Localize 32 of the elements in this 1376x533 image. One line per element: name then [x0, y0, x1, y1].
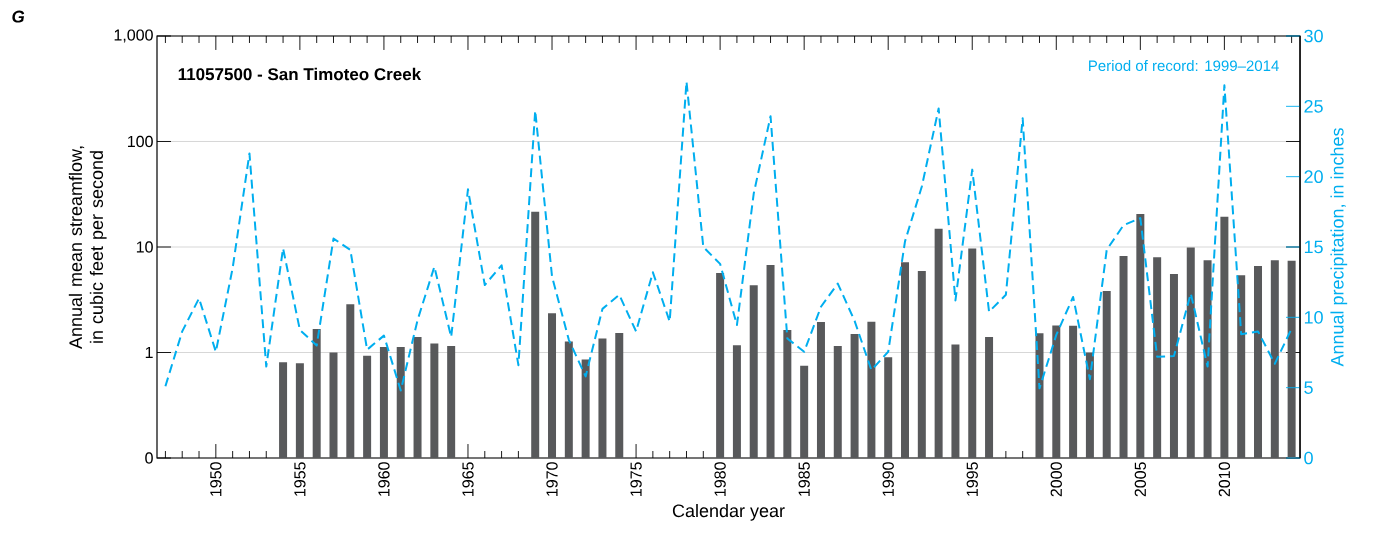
y2-tick-label: 20 [1304, 170, 1323, 184]
y2-axis-title: Annual precipitation, in inches [1330, 128, 1348, 367]
y2-tick-label: 10 [1304, 310, 1323, 324]
y-tick-label: 1 [145, 346, 153, 358]
x-axis-title: Calendar year [672, 503, 785, 521]
x-tick-label: 2000 [1050, 462, 1062, 497]
y2-tick-label: 5 [1304, 381, 1313, 394]
text: 11057500 - San Timoteo Creek [178, 67, 422, 81]
y2-tick-label: 30 [1304, 29, 1323, 43]
x-tick-label: 2005 [1134, 462, 1146, 497]
text: G [12, 10, 25, 23]
y-tick-label: 10 [136, 241, 153, 253]
x-tick-label: 1990 [882, 462, 894, 496]
x-tick-label: 1955 [294, 462, 306, 496]
x-tick-label: 1985 [798, 462, 810, 496]
y2-tick-label: 15 [1304, 240, 1323, 254]
x-tick-label: 1950 [210, 462, 222, 496]
annotation: Period of record: 1999–2014 [1089, 60, 1279, 72]
x-tick-label: 1960 [378, 462, 390, 496]
y2-tick-label: 25 [1304, 99, 1323, 113]
y-tick-label: 100 [128, 135, 153, 148]
x-tick-label: 2010 [1218, 462, 1231, 497]
x-tick-label: 1980 [714, 462, 726, 496]
x-tick-label: 1970 [546, 462, 558, 496]
y-axis-title: Annual mean streamflow, in cubic feet per second [68, 146, 107, 350]
line-series [164, 80, 1293, 392]
y2-tick-label: 0 [1304, 451, 1313, 465]
x-tick-label: 1965 [462, 462, 474, 496]
x-tick-label: 1995 [966, 462, 978, 496]
y-tick-label: 1,000 [114, 29, 153, 43]
x-tick-label: 1975 [630, 462, 642, 496]
y-tick-label: 0 [145, 452, 153, 464]
